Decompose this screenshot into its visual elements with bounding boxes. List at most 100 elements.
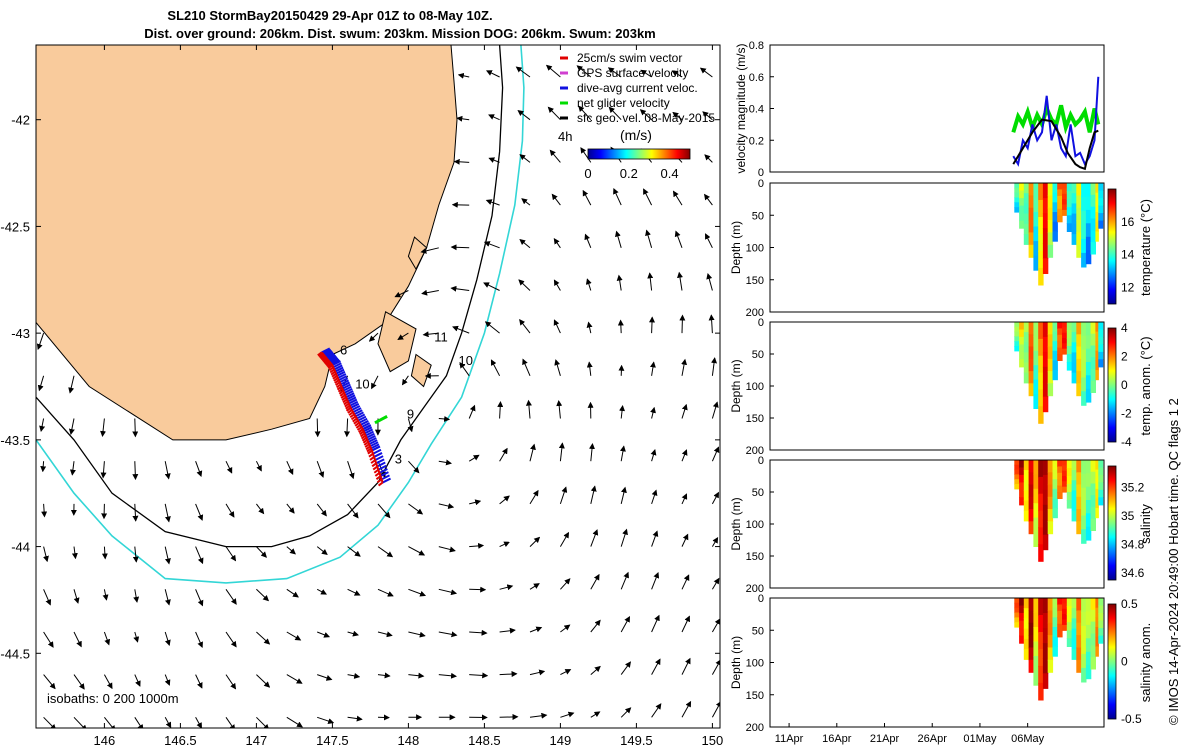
section-cell: [1062, 209, 1068, 216]
velocity-vector: [681, 700, 692, 718]
section-cell: [1052, 322, 1058, 333]
section-cell: [1095, 221, 1099, 232]
velocity-vector: [344, 418, 351, 438]
section-cell: [1095, 598, 1099, 609]
section-cell: [1033, 322, 1039, 337]
net-velocity-vector: [374, 415, 388, 425]
depth-ylabel: Depth (m): [729, 636, 743, 689]
velocity-vector: [195, 546, 204, 565]
section-cell: [1076, 659, 1082, 673]
section-cell: [1033, 627, 1039, 643]
velocity-vector: [316, 461, 325, 478]
velocity-vector: [578, 105, 592, 121]
section-cell: [1047, 622, 1054, 636]
section-cell: [1076, 334, 1082, 348]
section-cell: [1052, 192, 1058, 203]
section-cell: [1085, 183, 1092, 197]
current-vector: [379, 471, 389, 478]
velocity-vector: [499, 671, 518, 678]
velocity-vector: [408, 588, 427, 597]
section-cell: [1014, 617, 1020, 623]
section-cell: [1090, 194, 1096, 208]
section-cell: [1057, 328, 1063, 336]
velocity-vector: [681, 533, 689, 547]
section-cell: [1038, 406, 1044, 424]
colorbar-tick-label: 0: [584, 166, 591, 181]
colorbar-title: temperature (°C): [1138, 199, 1153, 296]
depth-tick-label: 200: [746, 583, 764, 595]
velocity-vector: [407, 418, 414, 433]
section-cell: [1052, 479, 1058, 490]
section-cell: [1019, 628, 1025, 637]
section-cell: [1047, 322, 1054, 335]
colorbar-note: 4h: [558, 129, 572, 144]
velocity-vector: [529, 583, 540, 590]
section-cell: [1047, 244, 1054, 258]
section-cell: [1042, 198, 1049, 214]
colorbar-title: salinity anom.: [1138, 623, 1153, 702]
velocity-vector: [453, 158, 470, 165]
current-vector: [381, 474, 390, 481]
section-cell: [1076, 195, 1082, 209]
section-cell: [1057, 208, 1063, 216]
velocity-vector: [529, 443, 536, 462]
section-cell: [1057, 334, 1063, 342]
map-frame: [35, 44, 721, 729]
island-2: [410, 353, 432, 388]
section-cell: [1076, 346, 1082, 360]
velocity-vector: [619, 405, 626, 419]
velocity-vector: [255, 503, 265, 515]
section-cell: [1019, 344, 1025, 353]
section-cell: [1085, 375, 1092, 390]
velocity-tick-label: 0.2: [749, 135, 764, 147]
section-cell: [1085, 223, 1092, 238]
section-cell: [1023, 649, 1030, 660]
current-vector: [347, 396, 357, 403]
section-cell: [1042, 396, 1049, 413]
section-cell: [1052, 221, 1058, 232]
section-cell: [1090, 483, 1096, 496]
section-cell: [1071, 193, 1077, 204]
section-cell: [1047, 610, 1054, 624]
section-colorbar: [1107, 188, 1117, 305]
section-cell: [1014, 622, 1020, 628]
section-cell: [1057, 341, 1063, 349]
section-cell: [1057, 485, 1063, 493]
section-cell: [1095, 322, 1099, 333]
depth-tick-label: 50: [752, 349, 764, 361]
section-cell: [1062, 476, 1068, 482]
depth-tick-label: 150: [746, 690, 764, 702]
velocity-vector: [438, 459, 452, 466]
section-cell: [1038, 389, 1044, 407]
section-cell: [1095, 627, 1099, 638]
section-cell: [1066, 223, 1073, 232]
y-tick-label: -44: [11, 540, 30, 555]
current-vector: [350, 402, 360, 409]
velocity-vector: [529, 489, 539, 505]
velocity-vector: [488, 157, 500, 163]
section-cell: [1033, 212, 1039, 228]
velocity-vector: [164, 631, 171, 647]
section-cell: [1028, 622, 1034, 636]
legend-label: 25cm/s swim vector: [577, 51, 682, 65]
section-cell: [1038, 322, 1044, 340]
section-cell: [1081, 473, 1087, 489]
section-cell: [1095, 192, 1099, 203]
velocity-vector: [256, 674, 271, 688]
section-cell: [1076, 371, 1082, 384]
section-cell: [1098, 497, 1104, 506]
section-cell: [1081, 210, 1087, 226]
velocity-tick-label: 0.4: [749, 104, 764, 116]
current-vector: [361, 422, 371, 428]
section-cell: [1066, 338, 1073, 347]
section-cell: [1085, 209, 1092, 224]
section-cell: [1052, 212, 1058, 223]
section-cell: [1095, 607, 1099, 618]
section-cell: [1085, 486, 1092, 501]
velocity-vector: [43, 674, 56, 690]
velocity-tick-label: 0.8: [749, 40, 764, 52]
section-cell: [1098, 198, 1104, 207]
section-cell: [1098, 213, 1104, 222]
section-cell: [1052, 617, 1058, 628]
section-cell: [1090, 345, 1096, 358]
